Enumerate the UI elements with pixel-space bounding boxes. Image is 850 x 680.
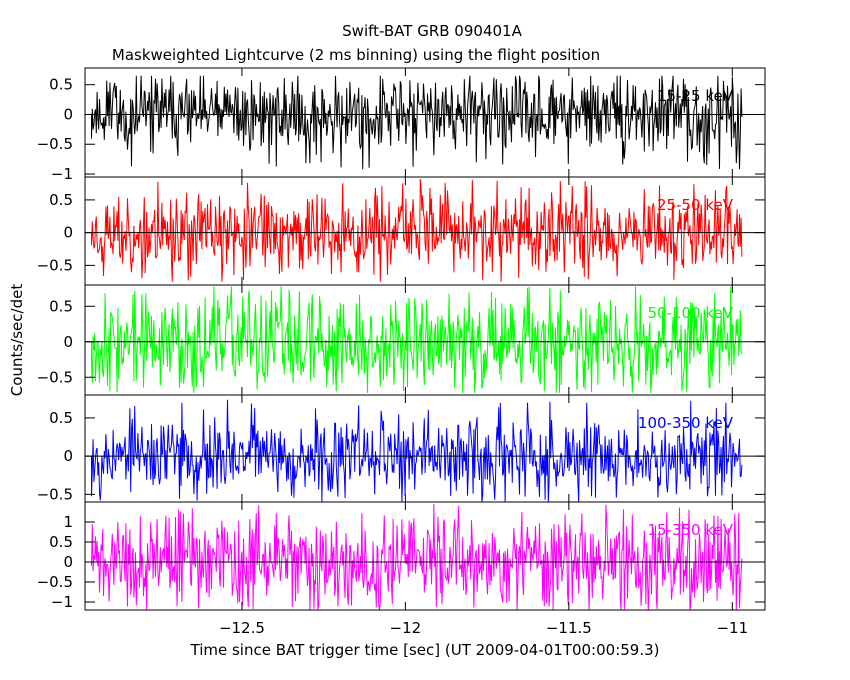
x-tick-label-1: −12 [390, 619, 422, 637]
x-tick-label-2: −11.5 [546, 619, 592, 637]
band-label-0: 15-25 keV [657, 87, 734, 105]
y-tick-label-0-2: −0.5 [37, 135, 73, 153]
y-tick-label-1-2: −0.5 [37, 256, 73, 274]
y-tick-label-0-3: −1 [51, 165, 73, 183]
y-tick-label-2-1: 0 [63, 333, 73, 351]
series-line-3 [91, 399, 743, 503]
y-tick-label-4-1: 0.5 [49, 533, 73, 551]
y-tick-label-1-1: 0 [63, 224, 73, 242]
panel-group: 0.5 0 −0.5 −1 15-25 keV 0.5 0 −0.5 25-50 keV 0.5 0… [37, 67, 766, 637]
chart-subtitle: Maskweighted Lightcurve (2 ms binning) u… [112, 46, 600, 64]
band-label-3: 100-350 keV [638, 414, 734, 432]
y-tick-label-0-0: 0.5 [49, 76, 73, 94]
chart-title: Swift-BAT GRB 090401A [342, 22, 522, 40]
y-tick-label-4-2: 0 [63, 553, 73, 571]
x-tick-label-0: −12.5 [219, 619, 265, 637]
x-tick-label-3: −11 [716, 619, 748, 637]
band-label-1: 25-50 keV [657, 196, 734, 214]
y-axis-label: Counts/sec/det [8, 284, 26, 397]
x-axis-label: Time since BAT trigger time [sec] (UT 20… [190, 641, 660, 659]
y-tick-label-4-3: −0.5 [37, 573, 73, 591]
panel-frame-4 [84, 501, 766, 611]
y-tick-label-3-2: −0.5 [37, 485, 73, 503]
series-line-4 [91, 503, 743, 611]
series-line-2 [91, 286, 743, 393]
y-tick-label-3-1: 0 [63, 447, 73, 465]
band-label-2: 50-100 keV [647, 304, 733, 322]
y-tick-label-2-0: 0.5 [49, 297, 73, 315]
y-tick-label-4-0: 1 [63, 513, 73, 531]
y-tick-label-2-2: −0.5 [37, 368, 73, 386]
y-tick-label-4-4: −1 [51, 593, 73, 611]
series-line-1 [91, 178, 743, 282]
y-tick-label-0-1: 0 [63, 105, 73, 123]
y-tick-label-1-0: 0.5 [49, 191, 73, 209]
y-tick-label-3-0: 0.5 [49, 409, 73, 427]
series-line-0 [91, 75, 743, 170]
band-label-4: 15-350 keV [647, 521, 733, 539]
